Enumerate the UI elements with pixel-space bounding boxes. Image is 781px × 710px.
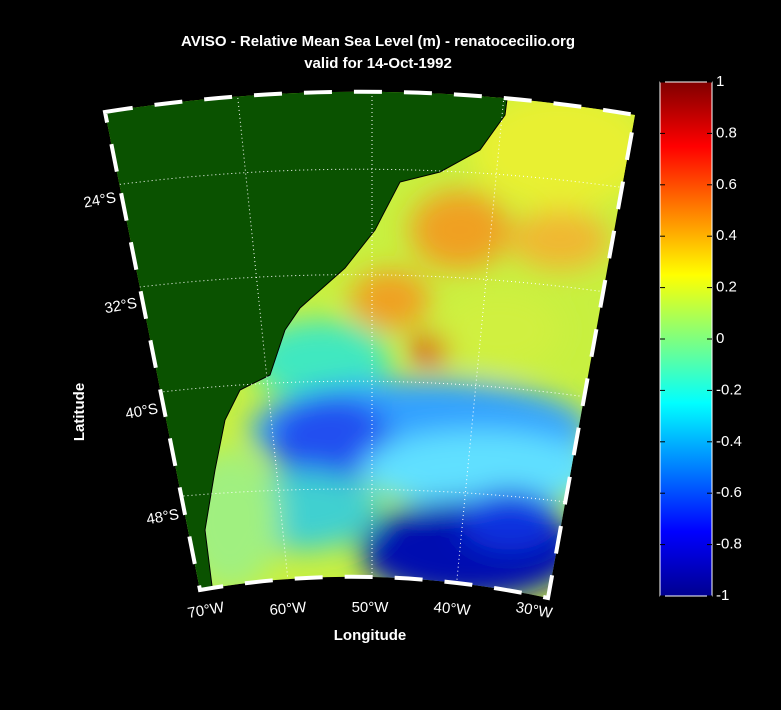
- map-frame: [102, 89, 638, 601]
- lat-tick-label: 24°S: [82, 189, 117, 211]
- lat-tick-label: 48°S: [145, 506, 180, 528]
- lat-tick-label: 32°S: [103, 295, 138, 317]
- colorbar-tick-label: 0: [716, 330, 724, 347]
- colorbar-tick-label: -0.4: [716, 433, 742, 450]
- lat-tick-label: 40°S: [124, 400, 159, 422]
- colorbar-tick-label: 0.2: [716, 279, 737, 296]
- colorbar-tick-label: -1: [716, 587, 729, 604]
- lon-tick-label: 60°W: [269, 599, 308, 619]
- map-field: [105, 91, 635, 599]
- colorbar-tick-label: -0.8: [716, 536, 742, 553]
- lon-tick-label: 30°W: [514, 599, 554, 622]
- lon-tick-label: 50°W: [352, 599, 390, 616]
- chart-title: AVISO - Relative Mean Sea Level (m) - re…: [181, 33, 575, 50]
- colorbar-tick-label: 0.4: [716, 227, 737, 244]
- colorbar-tick-label: 0.8: [716, 124, 737, 141]
- lon-tick-label: 40°W: [433, 599, 472, 619]
- chart-subtitle: valid for 14-Oct-1992: [304, 55, 452, 72]
- x-axis-label: Longitude: [334, 627, 406, 644]
- colorbar-tick-label: 0.6: [716, 176, 737, 193]
- colorbar-tick-label: -0.2: [716, 381, 742, 398]
- colorbar-tick-label: 1: [716, 73, 724, 90]
- lon-tick-label: 70°W: [186, 599, 226, 622]
- colorbar-tick-label: -0.6: [716, 484, 742, 501]
- y-axis-label: Latitude: [71, 383, 88, 441]
- colorbar: [659, 81, 713, 597]
